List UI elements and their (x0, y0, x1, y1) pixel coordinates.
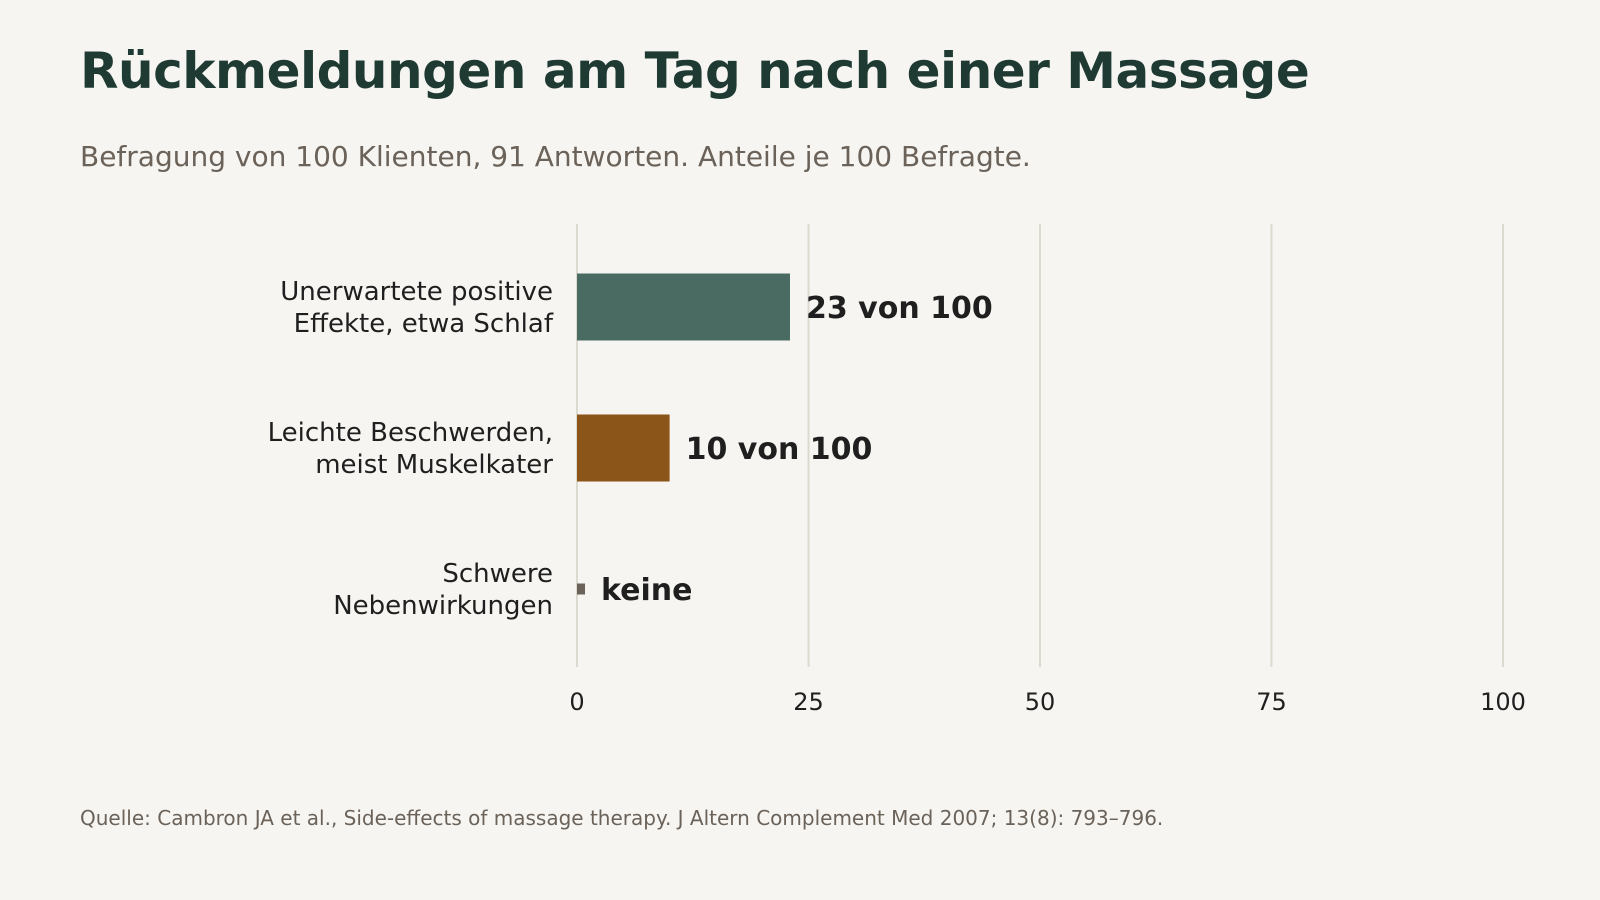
bar (577, 414, 670, 482)
category-label: Schwere (442, 559, 553, 589)
category-label: Leichte Beschwerden, (268, 418, 553, 448)
x-axis-ticks: 0 25 50 75 100 (569, 688, 1526, 716)
source-note: Quelle: Cambron JA et al., Side-effects … (80, 806, 1164, 830)
value-label: 10 von 100 (686, 432, 873, 467)
x-tick-label: 0 (569, 688, 584, 716)
x-tick-label: 25 (793, 688, 824, 716)
chart-title: Rückmeldungen am Tag nach einer Massage (80, 42, 1310, 100)
x-tick-label: 50 (1025, 688, 1056, 716)
bar (577, 273, 790, 341)
category-label: meist Muskelkater (315, 450, 553, 480)
category-label: Effekte, etwa Schlaf (294, 309, 554, 339)
value-label: 23 von 100 (806, 291, 993, 326)
category-label: Nebenwirkungen (333, 591, 553, 621)
x-tick-label: 100 (1480, 688, 1526, 716)
category-label: Unerwartete positive (280, 277, 553, 307)
x-tick-label: 75 (1256, 688, 1287, 716)
bar (577, 583, 585, 595)
value-label: keine (601, 573, 692, 608)
bars (577, 273, 790, 595)
chart-subtitle: Befragung von 100 Klienten, 91 Antworten… (80, 140, 1031, 173)
value-labels: 23 von 100 10 von 100 keine (601, 291, 993, 608)
